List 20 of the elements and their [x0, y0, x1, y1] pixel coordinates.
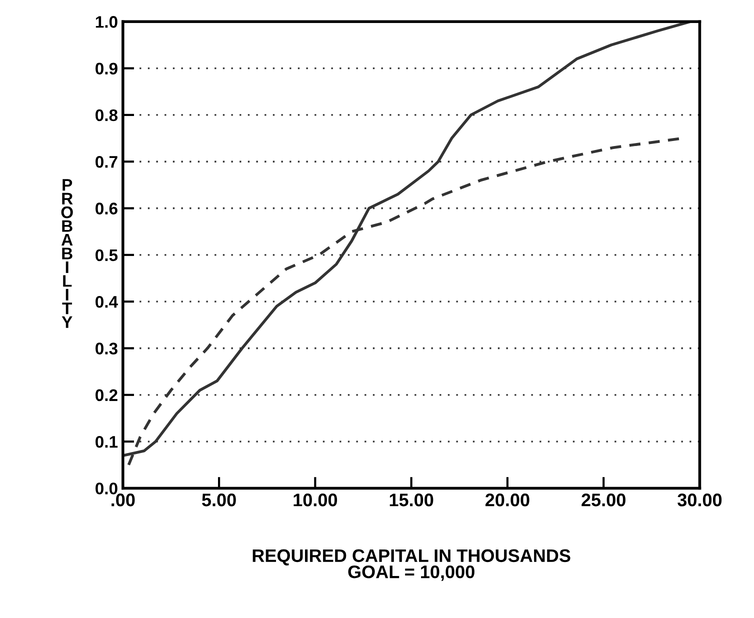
- y-tick-label: 0.5: [96, 249, 118, 262]
- y-tick-label: 0.8: [96, 109, 118, 122]
- y-tick-label: 0.2: [96, 389, 118, 402]
- x-axis-title: REQUIRED CAPITAL IN THOUSANDS GOAL = 10,000: [252, 549, 570, 581]
- y-tick-label: 1.0: [96, 16, 118, 28]
- text: PROBABILITY: [61, 179, 73, 328]
- y-tick-label: 0.7: [96, 156, 118, 168]
- y-tick-label: 0.4: [96, 296, 118, 308]
- x-tick-label: 25.00: [582, 494, 626, 506]
- x-tick-label: 15.00: [390, 494, 434, 506]
- x-tick-label: .00: [112, 494, 135, 506]
- x-tick-label: 30.00: [678, 494, 722, 506]
- y-tick-label: 0.3: [96, 342, 118, 354]
- y-tick-label: 0.6: [96, 202, 118, 214]
- x-tick-label: 5.00: [202, 494, 236, 506]
- y-tick-label: 0.9: [96, 62, 118, 74]
- y-tick-label: 0.1: [96, 436, 118, 448]
- y-tick-label: 0.0: [96, 482, 118, 494]
- x-tick-label: 10.00: [294, 494, 338, 506]
- x-tick-label: 20.00: [485, 494, 530, 506]
